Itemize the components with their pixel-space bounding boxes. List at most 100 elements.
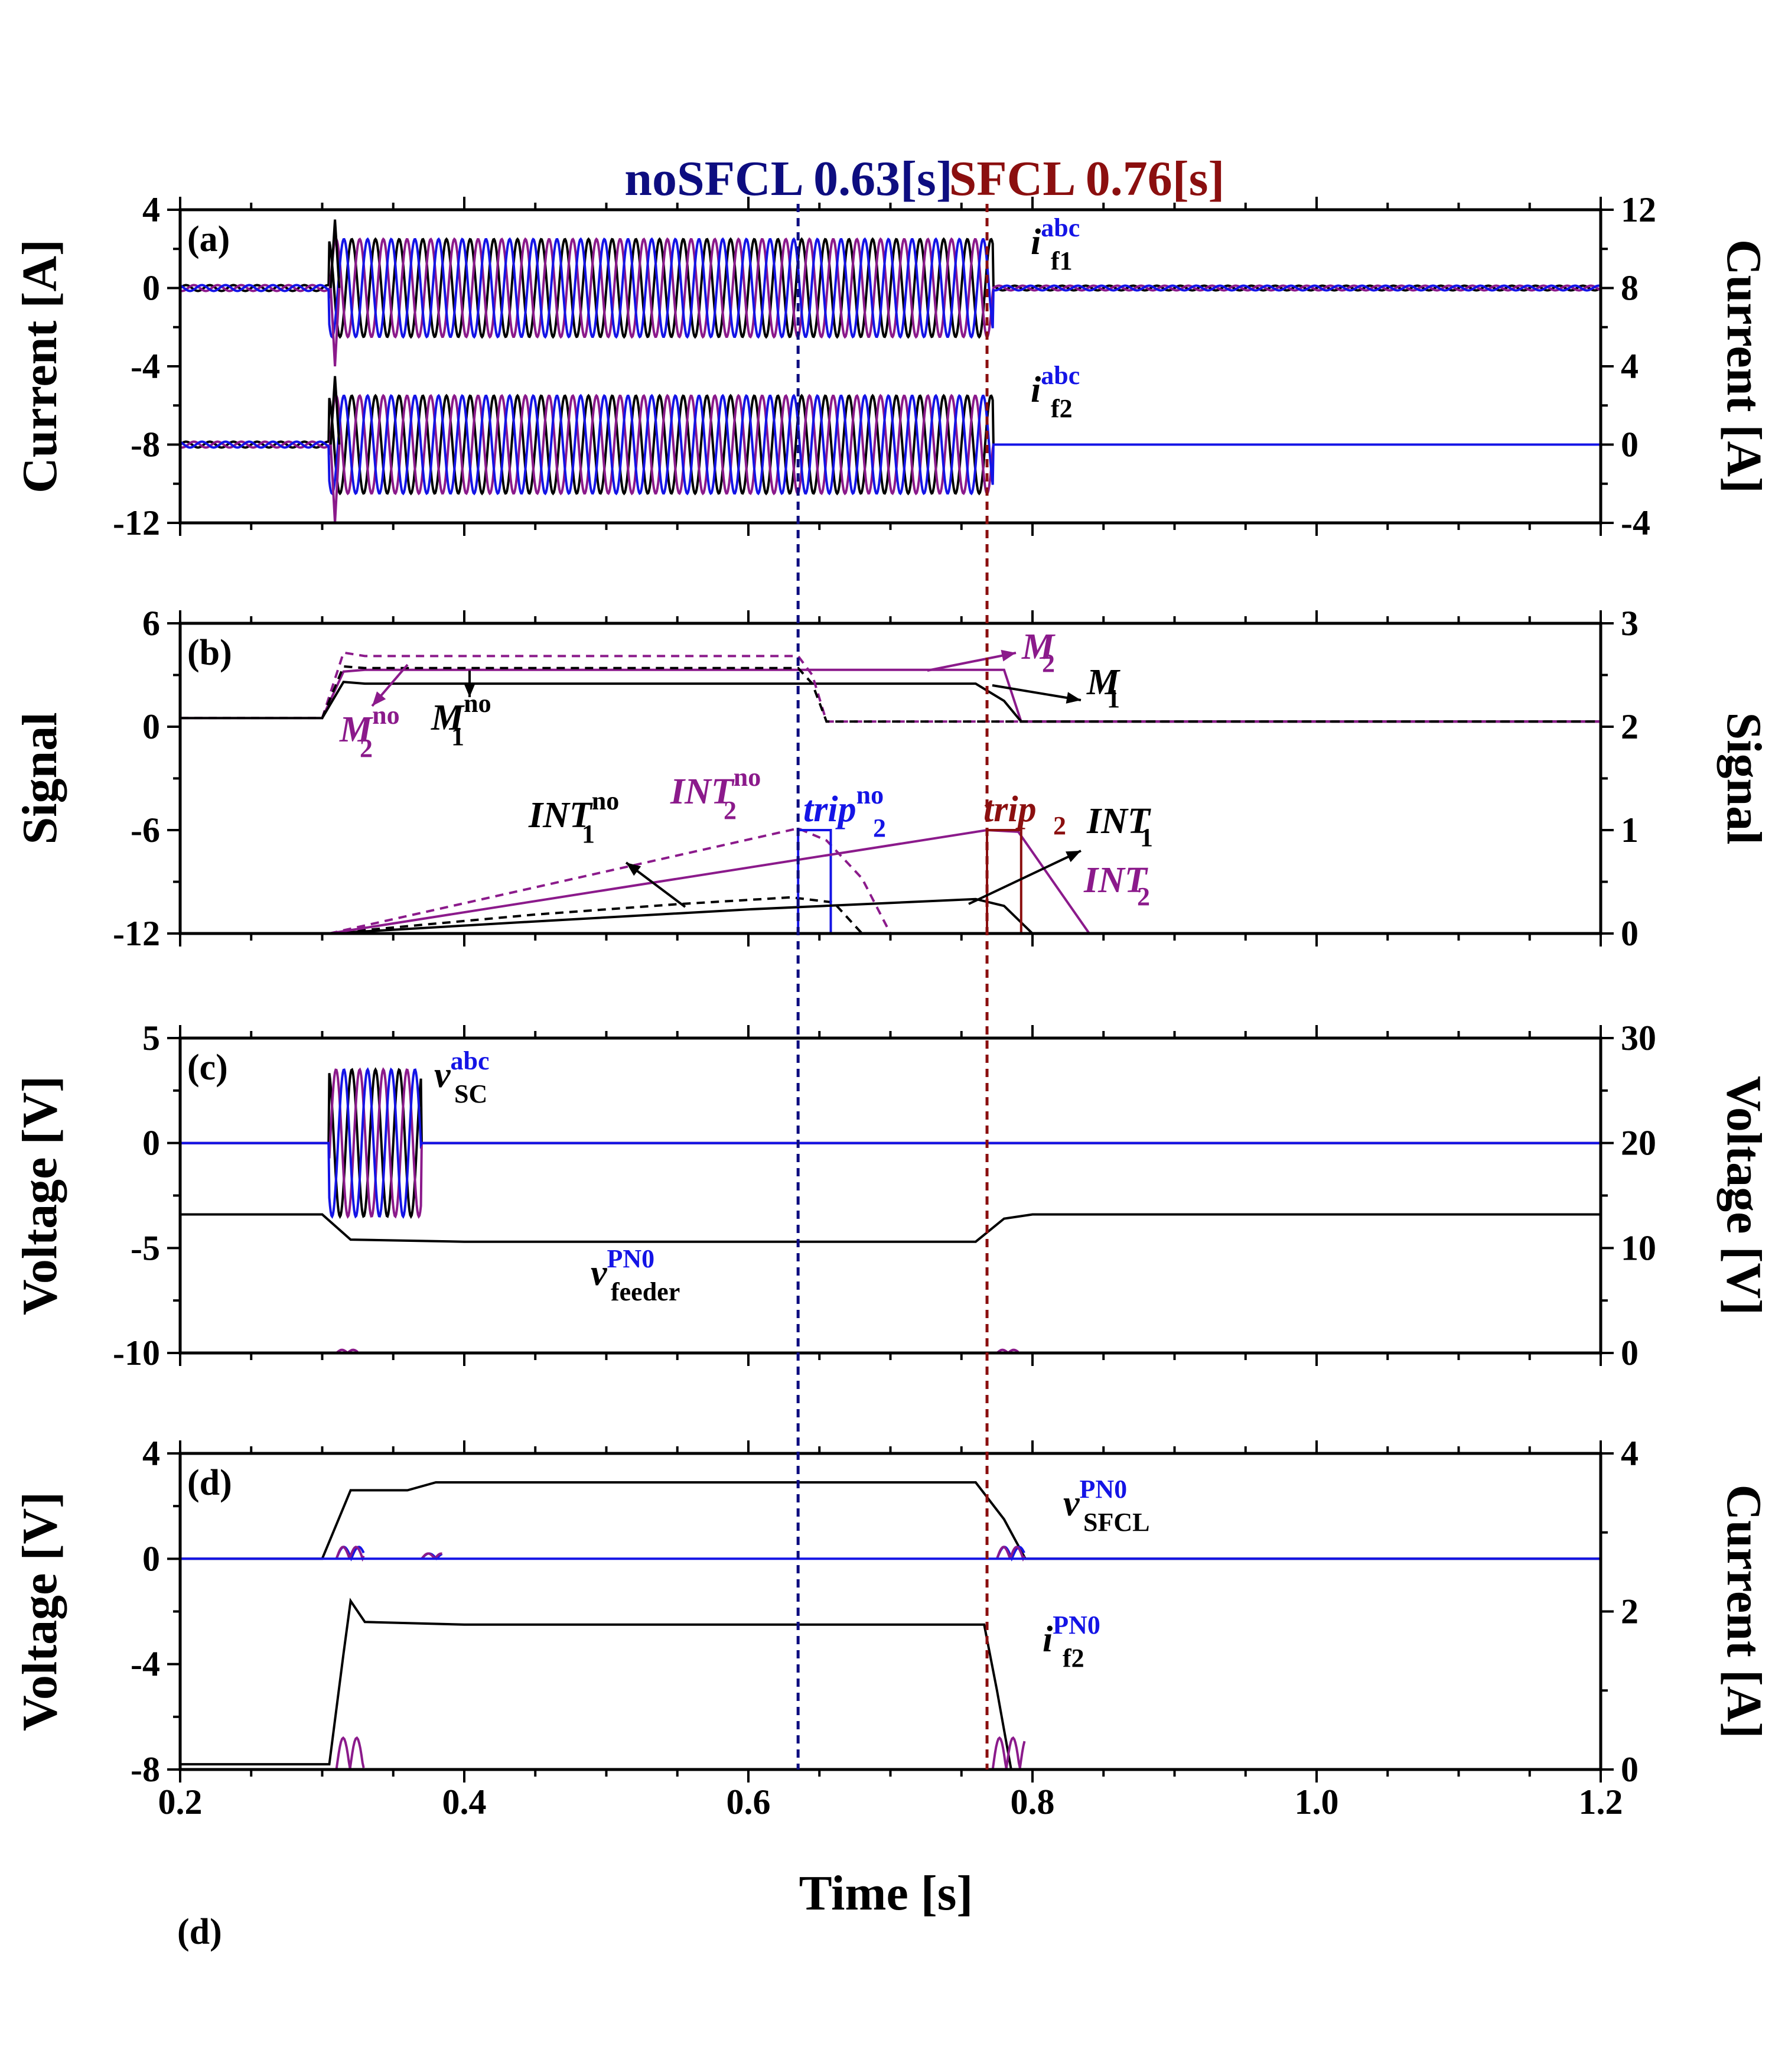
y-left-tick-label: -5 (131, 1228, 160, 1267)
panel-letter: (b) (187, 633, 232, 673)
y-left-tick-label: -6 (131, 811, 160, 850)
y-right-tick-label: 10 (1621, 1228, 1656, 1267)
y-right-tick-label: 3 (1621, 604, 1639, 643)
header-SFCL: SFCL 0.76[s] (949, 151, 1225, 206)
y-right-tick-label: 0 (1621, 425, 1639, 464)
trace-if2-phase-2 (180, 393, 1601, 496)
panel-a: 4 0 -4 -8 -12 12 8 4 0 -4 Current [A] Current [A] (a… (12, 190, 1771, 542)
trace-vSFCL (180, 1481, 1601, 1560)
y-left-tick-label: 0 (142, 1539, 160, 1578)
y-left-tick-label: -4 (131, 1645, 160, 1684)
plot-frame (178, 1452, 1602, 1771)
x-tick-label: 0.6 (727, 1782, 771, 1821)
y-right-tick-label: 0 (1621, 1333, 1639, 1372)
y-right-axis-label: Current [A] (1716, 239, 1771, 493)
label-vfeeder: vPN0 feeder (591, 1244, 680, 1306)
y-right-tick-label: 1 (1621, 811, 1639, 850)
y-right-tick-label: 30 (1621, 1019, 1656, 1058)
x-tick-label: 0.4 (442, 1782, 487, 1821)
y-right-tick-label: 4 (1621, 1434, 1639, 1473)
panel-c: 5 0 -5 -10 30 20 10 0 Voltage [V] Voltage [V] (c) v… (12, 1019, 1771, 1372)
label-M2-no: Mno 2 (339, 701, 400, 763)
label-vSFCL: vPN0 SFCL (1063, 1475, 1149, 1537)
label-M2: M2 (1021, 627, 1056, 678)
bottom-panel-letter: (d) (177, 1912, 222, 1952)
panel-a-series (180, 219, 1601, 523)
y-right-tick-label: 0 (1621, 1750, 1639, 1789)
annotation-arrowhead-2 (372, 691, 386, 706)
panel-c-series (180, 1067, 1601, 1353)
panel-letter: (c) (187, 1048, 228, 1088)
trace-INT2-no (329, 827, 892, 933)
trace-if1-phase-1 (180, 237, 1601, 339)
x-axis-label: Time [s] (799, 1866, 973, 1921)
trace-INT2 (329, 828, 1090, 933)
header: noSFCL 0.63[s] SFCL 0.76[s] (624, 151, 1224, 206)
panel-d: 4 0 -4 -8 4 2 0 Voltage [V] Current [A] (d) vPN0 SF… (12, 1434, 1771, 1789)
y-left-axis-label: Voltage [V] (12, 1076, 67, 1315)
y-right-tick-label: -4 (1621, 503, 1650, 542)
panel-b-series (180, 651, 1601, 933)
trace-INT1 (329, 897, 1034, 933)
panel-b: 6 0 -6 -12 3 2 1 0 Signal Signal (b) M2 M1 Mno 2 Mno 1 IN… (12, 604, 1771, 953)
trace-trip2 (986, 829, 1022, 933)
y-right-tick-label: 8 (1621, 269, 1639, 308)
y-left-tick-label: 0 (142, 269, 160, 308)
panel-letter: (a) (187, 219, 230, 259)
label-trip2-no: tripno 2 (803, 780, 886, 843)
annotation-arrow-0 (927, 652, 1017, 672)
label-M1-no: Mno 1 (431, 689, 491, 751)
y-left-tick-label: 0 (142, 707, 160, 746)
y-left-tick-label: -8 (131, 425, 160, 464)
y-left-tick-label: 0 (142, 1124, 160, 1163)
x-tick-label: 1.2 (1579, 1782, 1623, 1821)
annotation-arrowhead-5 (1066, 851, 1081, 863)
y-left-tick-label: 5 (142, 1019, 160, 1058)
trace-trip2-no (797, 829, 832, 933)
trace-vSC-phase-2 (180, 1067, 1601, 1219)
panel-d-series (180, 1481, 1601, 1770)
annotation-arrowhead-3 (464, 683, 475, 697)
label-if2: iabc f2 (1031, 361, 1080, 423)
y-right-axis-label: Signal (1716, 712, 1771, 844)
y-right-tick-label: 4 (1621, 347, 1639, 386)
y-left-tick-label: -4 (131, 347, 160, 386)
y-left-tick-label: 4 (142, 1434, 160, 1473)
trace-if2-seq-0 (335, 1736, 365, 1770)
trace-if1-phase-0 (180, 237, 1601, 339)
trace-if1-phase-2 (180, 237, 1601, 339)
y-right-axis-label: Voltage [V] (1716, 1076, 1771, 1315)
fault-spike-0 (329, 219, 341, 288)
annotation-arrowhead-1 (1066, 692, 1081, 704)
trace-vSFCL-seq-1-1 (421, 1552, 442, 1560)
y-right-tick-label: 20 (1621, 1124, 1656, 1163)
y-left-tick-label: 4 (142, 190, 160, 229)
panel-letter: (d) (187, 1463, 232, 1503)
trace-M2-no (180, 651, 1601, 723)
trace-vfeeder (180, 1213, 1601, 1243)
y-left-tick-label: 6 (142, 604, 160, 643)
label-if1: iabc f1 (1031, 213, 1080, 275)
plot-frame (178, 208, 1602, 525)
x-tick-label: 0.2 (158, 1782, 203, 1821)
y-right-axis-label: Current [A] (1716, 1484, 1771, 1738)
label-INT1-no: INTno 1 (528, 786, 619, 848)
x-axis: 0.2 0.4 0.6 0.8 1.0 1.2 (158, 1782, 1623, 1821)
y-right-tick-label: 2 (1621, 707, 1639, 746)
trace-if2 (180, 1598, 1601, 1770)
label-M1: M1 (1086, 662, 1120, 713)
x-tick-label: 0.8 (1011, 1782, 1055, 1821)
y-left-axis-label: Voltage [V] (12, 1492, 67, 1731)
trace-vSFCL-seq-2-1 (996, 1546, 1025, 1562)
label-INT1: INT1 (1086, 801, 1153, 852)
fault-spike-neg-0 (329, 288, 341, 367)
trace-INT1-no (329, 896, 863, 933)
y-left-tick-label: -12 (113, 503, 160, 542)
annotation-arrow-5 (968, 850, 1082, 905)
y-right-tick-label: 0 (1621, 914, 1639, 953)
y-left-tick-label: -8 (131, 1750, 160, 1789)
label-INT2-no: INTno 2 (670, 763, 761, 825)
label-INT2: INT2 (1083, 860, 1150, 911)
trace-if2-seq-1 (991, 1736, 1026, 1770)
